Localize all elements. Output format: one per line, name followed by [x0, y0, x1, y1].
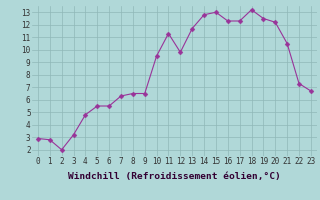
X-axis label: Windchill (Refroidissement éolien,°C): Windchill (Refroidissement éolien,°C) [68, 172, 281, 181]
